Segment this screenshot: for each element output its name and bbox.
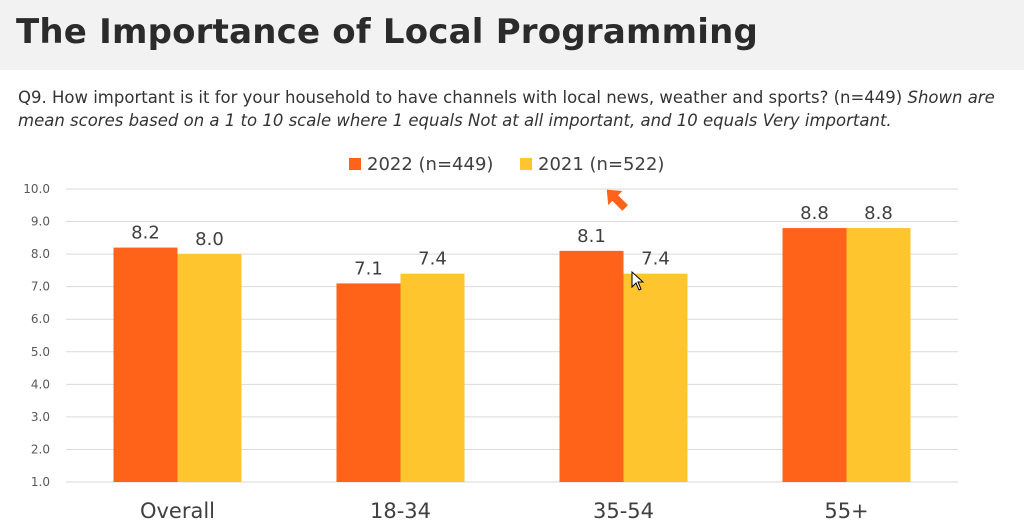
y-tick-label: 9.0 — [31, 215, 50, 229]
bar-series-1 — [336, 283, 401, 482]
y-tick-label: 1.0 — [31, 475, 50, 489]
y-tick-label: 8.0 — [31, 247, 50, 261]
mouse-cursor-icon — [631, 270, 645, 291]
data-label: 8.1 — [577, 226, 606, 247]
bar-series-2 — [846, 228, 911, 482]
bar-series-2 — [400, 273, 465, 482]
x-tick-label: Overall — [140, 499, 215, 523]
legend-label: 2022 (n=449) — [367, 154, 493, 175]
highlight-arrow-icon — [606, 189, 628, 211]
bar-series-1 — [559, 250, 624, 482]
data-label: 7.4 — [641, 249, 670, 270]
bar-series-1 — [782, 228, 847, 482]
data-label: 7.4 — [418, 249, 447, 270]
question-main: Q9. How important is it for your househo… — [18, 88, 903, 107]
y-tick-label: 2.0 — [31, 442, 50, 456]
y-tick-label: 3.0 — [31, 410, 50, 424]
data-label: 8.8 — [800, 203, 829, 224]
y-tick-label: 4.0 — [31, 377, 50, 391]
data-label: 8.0 — [195, 229, 224, 250]
bar-series-2 — [177, 254, 242, 482]
y-tick-label: 10.0 — [23, 182, 50, 196]
title-bar — [0, 0, 1024, 70]
x-tick-label: 35-54 — [593, 499, 654, 523]
question-note: Shown are mean scores based on a 1 to 10… — [18, 88, 995, 130]
legend-swatch — [349, 158, 361, 170]
data-label: 7.1 — [354, 258, 383, 279]
y-tick-label: 6.0 — [31, 312, 50, 326]
x-tick-label: 18-34 — [370, 499, 431, 523]
legend-swatch — [520, 158, 532, 170]
y-tick-label: 5.0 — [31, 345, 50, 359]
bar-series-2 — [623, 273, 688, 482]
page-title: The Importance of Local Programming — [16, 12, 759, 52]
y-tick-label: 7.0 — [31, 280, 50, 294]
legend-label: 2021 (n=522) — [538, 154, 664, 175]
data-label: 8.2 — [131, 223, 160, 244]
data-label: 8.8 — [864, 203, 893, 224]
question-text: Q9. How important is it for your househo… — [18, 86, 1018, 132]
x-tick-label: 55+ — [824, 499, 868, 523]
bar-series-1 — [113, 247, 178, 482]
